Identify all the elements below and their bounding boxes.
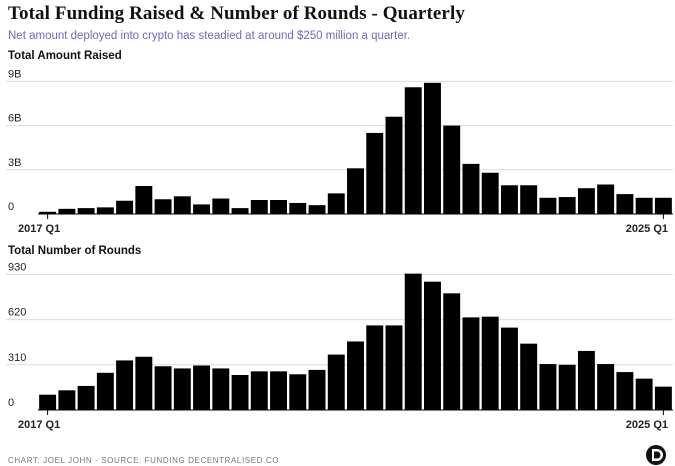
bar [616,194,634,214]
bar [154,366,172,410]
bar [212,368,230,410]
bar [212,198,230,214]
y-tick-label: 0 [8,397,14,409]
bar [635,378,653,410]
bar [77,208,95,214]
bar [539,197,557,214]
number-of-rounds-chart: 0 310 620 930 2017 Q1 2025 Q1 [6,261,673,431]
bar [520,185,538,214]
page-title: Total Funding Raised & Number of Rounds … [8,3,465,24]
bar [500,327,518,410]
bar [96,372,114,410]
decentralised-logo-icon [646,445,666,465]
bar [597,364,615,410]
bar [39,211,57,214]
bar [347,168,364,214]
bar [404,273,422,410]
source-footer: CHART: JOEL JOHN · SOURCE: FUNDING DECEN… [8,456,280,465]
x-tick-label-start: 2017 Q1 [18,419,60,431]
bar [308,205,326,214]
bar [270,200,287,214]
bar [58,208,76,214]
bar [577,188,595,214]
amount-raised-chart: 0 3B 6B 9B 2017 Q1 2025 Q1 [6,68,673,235]
bar [77,385,95,410]
bar [231,208,249,214]
bar [39,394,57,410]
y-tick-label: 620 [8,307,26,319]
bar [520,343,538,410]
bar [366,132,384,214]
bar [635,197,653,214]
bar [500,185,518,214]
bar [193,204,211,214]
y-tick-label: 0 [8,201,14,213]
bar [154,199,172,214]
bar [462,163,480,214]
bar [443,293,461,410]
bar [135,186,153,214]
bar [404,87,422,214]
bar [539,364,557,410]
bar [58,390,76,410]
bar [96,207,114,214]
bar [250,371,268,410]
x-tick-label-start: 2017 Q1 [18,223,60,235]
bar [270,371,287,410]
y-tick-label: 3B [8,157,21,169]
bar [327,354,345,410]
bar [327,193,345,214]
y-tick-label: 9B [8,68,21,80]
bar [597,184,615,214]
x-tick-label-end: 2025 Q1 [626,223,668,235]
bar [173,196,191,214]
bar [289,202,307,214]
page-subtitle: Net amount deployed into crypto has stea… [8,30,411,42]
y-tick-label: 310 [8,352,26,364]
bar [308,369,326,410]
x-tick-label-end: 2025 Q1 [626,419,668,431]
bar [116,200,134,214]
bar [135,356,153,410]
bar [250,200,268,214]
chart-title-number-of-rounds: Total Number of Rounds [8,245,142,257]
bar [616,372,634,410]
bar [193,365,211,410]
bar [385,116,403,214]
bar [347,341,364,410]
bar [577,350,595,410]
bar [481,172,499,214]
y-tick-label: 6B [8,113,21,125]
bar [443,125,461,214]
y-tick-label: 930 [8,261,26,273]
chart-title-amount-raised: Total Amount Raised [8,50,122,62]
bar [654,197,672,214]
bar [116,360,134,410]
bar [424,82,441,214]
bar [385,325,403,410]
bar [462,317,480,410]
bar [481,316,499,410]
bar [558,364,576,410]
bar [231,375,249,410]
bar [424,281,441,410]
bar [366,325,384,410]
bar [558,197,576,214]
bar [289,374,307,410]
bar [173,368,191,410]
bar [654,386,672,410]
